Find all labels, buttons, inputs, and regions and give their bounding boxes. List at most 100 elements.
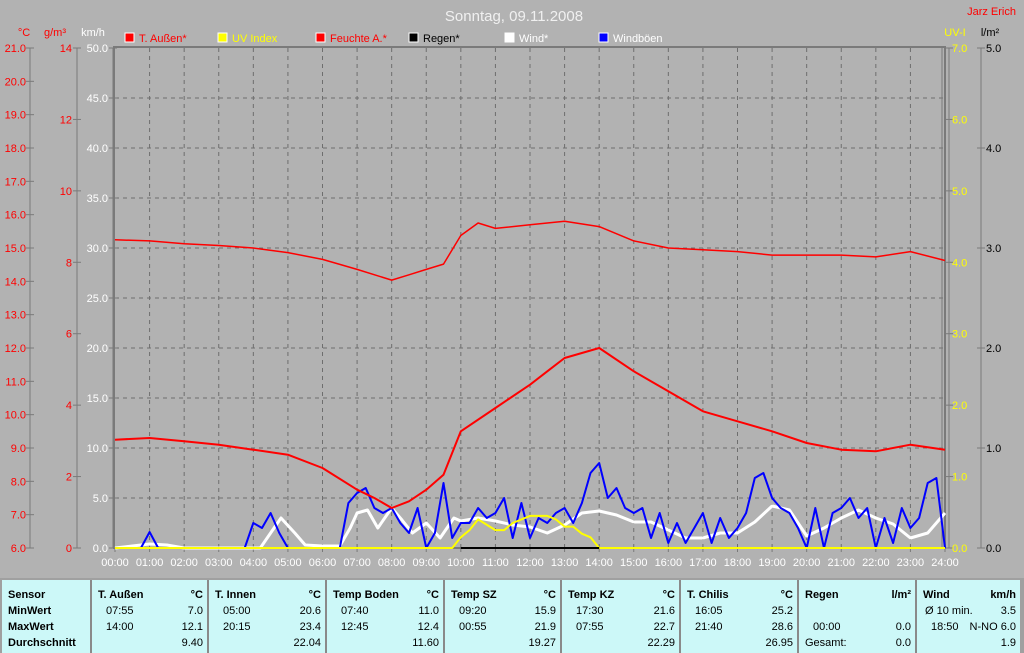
max-value: 21.9 [534,621,556,633]
temp-tick-label: 6.0 [11,543,26,555]
legend-label: UV Index [232,33,278,45]
max-value: 28.6 [771,621,793,633]
sensor-column: T. Chilis °C 16:05 25.2 21:40 28.6 26.95 [679,580,797,653]
uv-tick-label: 6.0 [952,114,967,126]
average-value: 26.95 [765,637,793,649]
x-tick-label: 19:00 [758,557,786,569]
temp-tick-label: 8.0 [11,476,26,488]
x-tick-label: 10:00 [447,557,475,569]
max-time: 00:55 [459,621,487,633]
row-label: MaxWert [8,621,54,633]
x-tick-label: 23:00 [897,557,925,569]
sensor-name: Wind [923,589,950,601]
legend-label: T. Außen* [139,33,187,45]
temp-tick-label: 19.0 [5,110,26,122]
min-time: 07:40 [341,605,369,617]
wind-tick-label: 45.0 [87,93,108,105]
temp-tick-label: 12.0 [5,343,26,355]
sensor-column: Regen l/m² 00:00 0.0 Gesamt: 0.0 [797,580,915,653]
x-tick-label: 22:00 [862,557,890,569]
rain-tick-label: 5.0 [986,43,1001,55]
wind-tick-label: 10.0 [87,443,108,455]
humidity-tick-label: 8 [66,257,72,269]
rain-tick-label: 2.0 [986,343,1001,355]
sensor-column: T. Außen °C 07:55 7.0 14:00 12.1 9.40 [90,580,207,653]
x-tick-label: 20:00 [793,557,821,569]
sensor-column: T. Innen °C 05:00 20.6 20:15 23.4 22.04 [207,580,325,653]
humidity-tick-label: 4 [66,400,72,412]
min-time: 05:00 [223,605,251,617]
rain-tick-label: 3.0 [986,243,1001,255]
temp-tick-label: 11.0 [5,376,26,388]
min-time: Ø 10 min. [925,605,973,617]
rain-axis-unit: l/m² [981,27,1000,39]
rain-tick-label: 1.0 [986,443,1001,455]
min-value: 25.2 [771,605,793,617]
sensor-unit: °C [190,589,203,601]
series-line-feuchte-a [114,220,946,281]
uv-tick-label: 3.0 [952,329,967,341]
sensor-name: Temp SZ [451,589,497,601]
x-tick-label: 07:00 [343,557,371,569]
x-tick-label: 13:00 [551,557,579,569]
sensor-unit: °C [662,589,675,601]
max-time: 12:45 [341,621,369,633]
max-time: 20:15 [223,621,251,633]
wind-tick-label: 50.0 [87,43,108,55]
weather-chart: Sonntag, 09.11.2008 Jarz Erich 00:00 01:0… [5,6,1016,569]
sensor-unit: km/h [990,589,1016,601]
legend-swatch [124,32,135,43]
uv-tick-label: 5.0 [952,186,967,198]
wind-tick-label: 35.0 [87,193,108,205]
sensor-column: Temp KZ °C 17:30 21.6 07:55 22.7 22.29 [560,580,679,653]
min-time: 09:20 [459,605,487,617]
legend-swatch [315,32,326,43]
sensor-unit: l/m² [891,589,911,601]
humidity-tick-label: 2 [66,472,72,484]
legend-label: Windböen [613,33,663,45]
max-value: 12.4 [417,621,439,633]
legend-swatch [408,32,419,43]
humidity-tick-label: 0 [66,543,72,555]
min-time: 07:55 [106,605,134,617]
legend-label: Feuchte A.* [330,33,388,45]
max-time: 00:00 [813,621,841,633]
legend-label: Regen* [423,33,460,45]
x-tick-label: 02:00 [170,557,198,569]
statistics-table: Sensor MinWert MaxWert Durchschnitt T. Außen… [0,578,1024,653]
max-value: 22.7 [653,621,675,633]
humidity-axis-unit: g/m³ [44,27,66,39]
average-value: 0.0 [895,637,911,649]
average-value: 9.40 [181,637,203,649]
series-line-t-außen [114,347,946,509]
min-value: 21.6 [653,605,675,617]
temp-tick-label: 15.0 [5,243,26,255]
wind-axis-unit: km/h [81,27,105,39]
temp-tick-label: 16.0 [5,210,26,222]
author-label: Jarz Erich [967,6,1016,18]
temp-tick-label: 17.0 [5,176,26,188]
sensor-column: Temp Boden °C 07:40 11.0 12:45 12.4 11.60 [325,580,443,653]
x-tick-label: 01:00 [136,557,164,569]
temp-tick-label: 7.0 [11,510,26,522]
temp-tick-label: 13.0 [5,310,26,322]
uv-tick-label: 2.0 [952,400,967,412]
temp-tick-label: 10.0 [5,410,26,422]
uv-axis-unit: UV-I [944,27,965,39]
legend-swatch [504,32,515,43]
temp-tick-label: 9.0 [11,443,26,455]
sensor-name: Temp KZ [568,589,615,601]
x-tick-label: 05:00 [274,557,302,569]
max-time: 18:50 [931,621,959,633]
row-labels-column: Sensor MinWert MaxWert Durchschnitt [2,580,90,653]
min-value: 3.5 [1000,605,1016,617]
temp-tick-label: 20.0 [5,76,26,88]
series-line-uv-index [115,514,945,549]
sensor-column: Temp SZ °C 09:20 15.9 00:55 21.9 19.27 [443,580,560,653]
average-value: 22.29 [647,637,675,649]
legend-label: Wind* [519,33,549,45]
wind-tick-label: 30.0 [87,243,108,255]
x-tick-label: 21:00 [827,557,855,569]
average-value: 11.60 [412,637,439,649]
max-time: 07:55 [576,621,604,633]
